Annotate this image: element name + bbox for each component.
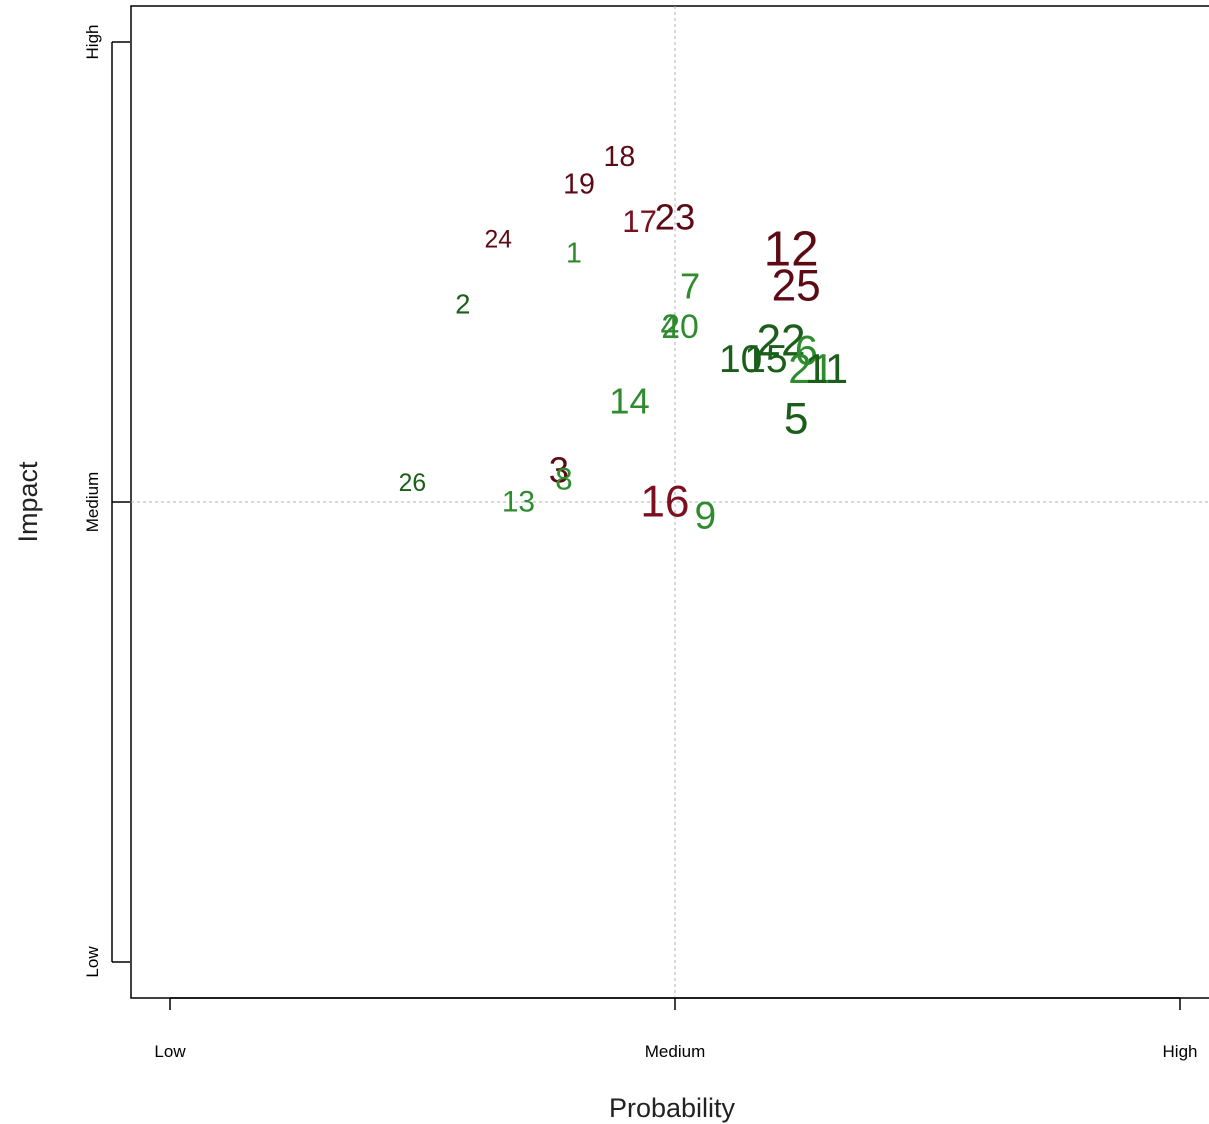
x-tick-label: High — [1163, 1042, 1198, 1061]
data-points: 1238261318192417231225742014101522621115… — [399, 141, 848, 537]
point-label-22: 22 — [756, 317, 805, 366]
point-label-23: 23 — [655, 196, 695, 237]
point-label-12: 12 — [764, 222, 819, 277]
y-tick-label: High — [83, 25, 102, 60]
axes: Low Medium High Low Medium High — [83, 25, 1197, 1061]
point-label-10: 10 — [719, 338, 762, 381]
x-tick-label: Low — [154, 1042, 186, 1061]
point-label-6: 6 — [795, 327, 818, 374]
point-label-5: 5 — [784, 395, 809, 444]
point-label-2: 2 — [455, 289, 470, 320]
point-label-21: 21 — [788, 345, 834, 392]
point-label-16: 16 — [640, 478, 689, 527]
point-label-19: 19 — [563, 169, 595, 201]
point-label-25: 25 — [772, 261, 821, 310]
point-label-9: 9 — [694, 494, 716, 537]
y-tick-label: Low — [83, 946, 102, 978]
point-label-26: 26 — [399, 470, 426, 497]
point-label-13: 13 — [502, 486, 535, 519]
point-label-1: 1 — [566, 238, 582, 270]
y-tick-label: Medium — [83, 472, 102, 532]
y-axis-title: Impact — [13, 461, 43, 543]
x-tick-label: Medium — [645, 1042, 705, 1061]
point-label-15: 15 — [744, 338, 787, 381]
point-label-17: 17 — [622, 204, 657, 239]
point-label-11: 11 — [805, 345, 848, 392]
point-label-8: 8 — [555, 462, 572, 497]
point-label-18: 18 — [604, 141, 636, 173]
point-label-3: 3 — [549, 449, 569, 490]
point-label-20: 20 — [661, 308, 699, 346]
x-axis-title: Probability — [609, 1093, 736, 1123]
point-label-4: 4 — [661, 308, 680, 346]
point-label-14: 14 — [609, 380, 649, 421]
point-label-7: 7 — [680, 265, 700, 306]
point-label-24: 24 — [485, 226, 512, 253]
